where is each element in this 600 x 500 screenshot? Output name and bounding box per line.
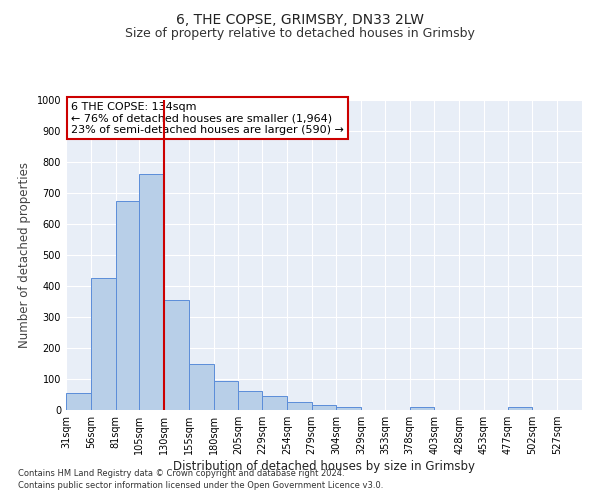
Text: 6 THE COPSE: 134sqm
← 76% of detached houses are smaller (1,964)
23% of semi-det: 6 THE COPSE: 134sqm ← 76% of detached ho… [71,102,344,134]
Text: 6, THE COPSE, GRIMSBY, DN33 2LW: 6, THE COPSE, GRIMSBY, DN33 2LW [176,12,424,26]
Bar [410,407,434,410]
Bar [337,407,361,410]
Text: Size of property relative to detached houses in Grimsby: Size of property relative to detached ho… [125,28,475,40]
Bar [189,364,214,410]
Bar [91,278,116,410]
Bar [164,300,189,410]
Bar [311,406,337,410]
Bar [508,407,532,410]
Bar [214,380,238,410]
X-axis label: Distribution of detached houses by size in Grimsby: Distribution of detached houses by size … [173,460,475,473]
Bar [116,200,139,410]
Bar [287,402,311,410]
Y-axis label: Number of detached properties: Number of detached properties [18,162,31,348]
Bar [262,396,287,410]
Bar [66,393,91,410]
Text: Contains public sector information licensed under the Open Government Licence v3: Contains public sector information licen… [18,481,383,490]
Bar [139,174,164,410]
Text: Contains HM Land Registry data © Crown copyright and database right 2024.: Contains HM Land Registry data © Crown c… [18,468,344,477]
Bar [238,392,262,410]
